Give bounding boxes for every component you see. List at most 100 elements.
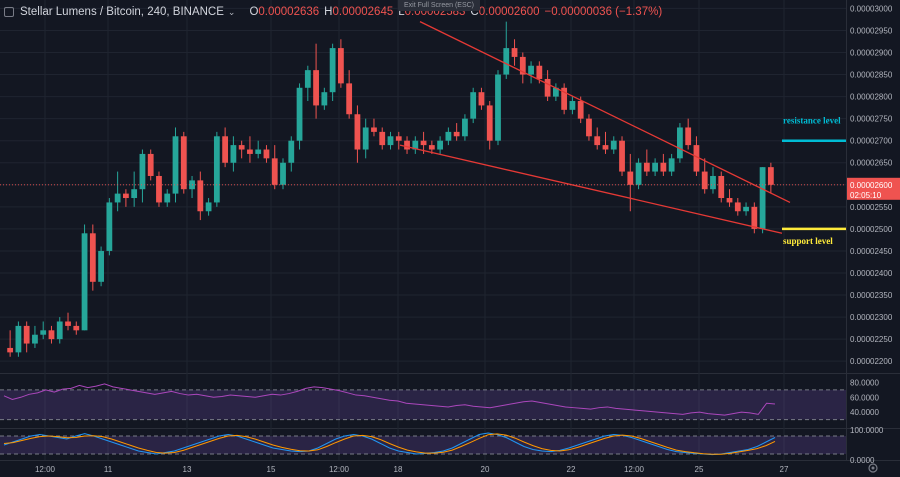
rsi-tick-label: 40.0000: [850, 408, 879, 417]
candle: [751, 206, 758, 229]
stoch-line-k: [3, 432, 776, 456]
y-tick-label: 0.00002500: [850, 225, 893, 234]
candle: [759, 167, 766, 229]
candle: [586, 118, 592, 137]
candle: [89, 233, 96, 282]
ohlc-high-key: H: [324, 6, 333, 18]
x-tick-label: 12:00: [35, 465, 56, 474]
y-tick-label: 0.00002250: [850, 335, 893, 344]
x-tick-label: 12:00: [624, 465, 645, 474]
candle: [65, 321, 71, 326]
candle: [627, 171, 634, 185]
candle: [552, 87, 559, 97]
candle: [321, 92, 328, 106]
candle: [412, 140, 419, 150]
candle: [668, 158, 675, 172]
y-tick-label: 0.00002450: [850, 247, 893, 256]
ohlc-open-value: 0.00002636: [258, 6, 320, 18]
candle: [643, 162, 650, 172]
y-tick-label: 0.00002700: [850, 137, 893, 146]
rsi-line: [3, 383, 776, 416]
x-tick-label: 12:00: [329, 465, 350, 474]
stoch-band: [0, 436, 846, 454]
candle: [404, 140, 410, 150]
candle: [734, 202, 741, 212]
candle: [131, 189, 138, 199]
candle: [519, 56, 526, 75]
candle: [164, 193, 171, 203]
candle: [693, 145, 700, 172]
x-tick-label: 25: [695, 465, 704, 474]
candle: [528, 65, 534, 75]
candle: [743, 206, 749, 212]
stoch-tick-label: 100.0000: [850, 426, 884, 435]
candle: [40, 330, 47, 335]
stoch-tick-label: 0.0000: [850, 456, 875, 465]
candle: [156, 175, 162, 203]
price-change: −0.00000036 (−1.37%): [544, 6, 663, 18]
candle: [594, 136, 601, 146]
ohlc-high-value: 0.00002645: [332, 6, 394, 18]
candle: [48, 330, 55, 340]
resistance-label: resistance level: [783, 116, 841, 126]
rsi-tick-label: 60.0000: [850, 393, 879, 402]
candle: [486, 105, 493, 141]
candle: [685, 127, 692, 146]
candle: [635, 162, 642, 185]
candle: [304, 70, 311, 88]
upper-trendline: [419, 21, 791, 204]
candle: [362, 127, 369, 150]
y-tick-label: 0.00002200: [850, 357, 893, 366]
support-label: support level: [783, 236, 833, 246]
candle: [263, 149, 270, 159]
candle: [222, 136, 229, 163]
candle: [271, 158, 278, 185]
gear-icon: [868, 463, 878, 473]
y-tick-label: 0.00002550: [850, 203, 893, 212]
candle: [718, 175, 725, 199]
candle: [329, 48, 336, 93]
x-tick-label: 18: [394, 465, 403, 474]
candle: [123, 193, 129, 199]
candle: [172, 136, 179, 194]
candle: [561, 87, 568, 110]
lower-trendline: [399, 144, 783, 234]
candle: [346, 83, 353, 115]
chevron-down-icon[interactable]: ⌄: [227, 6, 236, 17]
candle: [15, 325, 22, 353]
candle: [660, 162, 667, 172]
candle: [280, 162, 286, 185]
candle: [371, 127, 377, 132]
exit-fullscreen-button[interactable]: Exit Full Screen (ESC): [398, 0, 480, 11]
symbol-title[interactable]: Stellar Lumens / Bitcoin, 240, BINANCE: [20, 6, 224, 18]
candle: [139, 153, 146, 190]
candle: [577, 101, 584, 119]
ohlc-open-key: O: [249, 6, 259, 18]
candle: [462, 118, 468, 137]
candle: [23, 325, 30, 344]
candle: [701, 171, 708, 190]
candle: [511, 48, 518, 57]
candle: [81, 233, 88, 331]
candle: [114, 193, 121, 203]
candle: [255, 149, 262, 154]
x-tick-label: 13: [183, 465, 192, 474]
candle: [470, 92, 477, 119]
candle: [710, 175, 716, 190]
candle: [420, 140, 427, 146]
candle: [180, 136, 187, 190]
x-tick-label: 15: [267, 465, 276, 474]
candle: [387, 136, 394, 146]
y-tick-label: 0.00002850: [850, 71, 893, 80]
ohlc-close-key: C: [470, 6, 479, 18]
candle: [395, 136, 402, 141]
chart-legend: Stellar Lumens / Bitcoin, 240, BINANCE ⌄…: [4, 3, 667, 21]
candle: [445, 131, 452, 141]
candle: [428, 145, 435, 150]
y-tick-label: 0.00002750: [850, 115, 893, 124]
candle: [379, 131, 386, 146]
candle: [478, 92, 485, 106]
y-tick-label: 0.00002650: [850, 159, 893, 168]
candle: [205, 202, 212, 212]
